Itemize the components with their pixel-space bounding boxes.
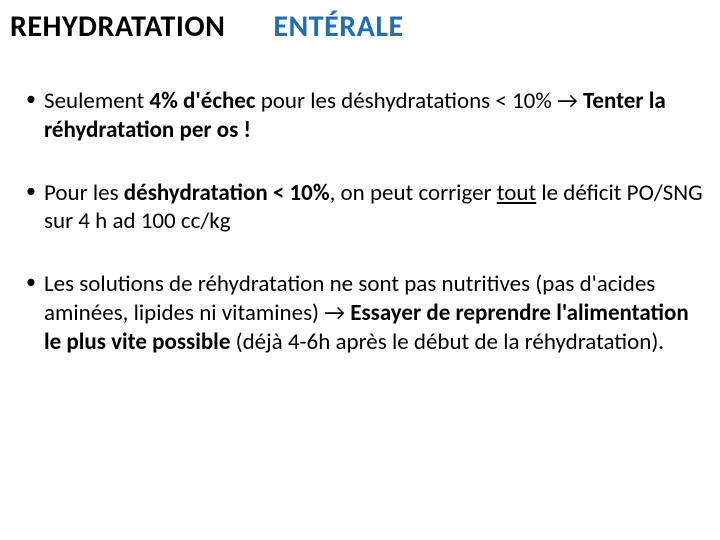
- bullet-item: Pour les déshydratation < 10%, on peut c…: [26, 179, 710, 237]
- title-part1: REHYDRATATION: [10, 8, 225, 45]
- text-run: →: [557, 87, 578, 115]
- bullet-item: Seulement 4% d'échec pour les déshydrata…: [26, 87, 710, 145]
- text-run: (déjà 4-6h après le début de la réhydrat…: [236, 328, 665, 356]
- text-run: pour les déshydratations < 10%: [261, 87, 557, 115]
- title-part2: ENTÉRALE: [273, 8, 403, 45]
- slide-container: REHYDRATATION ENTÉRALE Seulement 4% d'éc…: [0, 0, 720, 540]
- bullet-item: Les solutions de réhydratation ne sont p…: [26, 270, 710, 356]
- text-run: Seulement: [44, 87, 149, 115]
- text-run: tout: [497, 179, 536, 207]
- text-run: , on peut corriger: [330, 179, 497, 207]
- text-run: 4% d'échec: [149, 87, 260, 115]
- bullet-list: Seulement 4% d'échec pour les déshydrata…: [10, 87, 710, 356]
- slide-title: REHYDRATATION ENTÉRALE: [10, 8, 710, 45]
- text-run: Pour les: [44, 179, 124, 207]
- text-run: →: [324, 299, 345, 327]
- text-run: déshydratation < 10%: [124, 179, 330, 207]
